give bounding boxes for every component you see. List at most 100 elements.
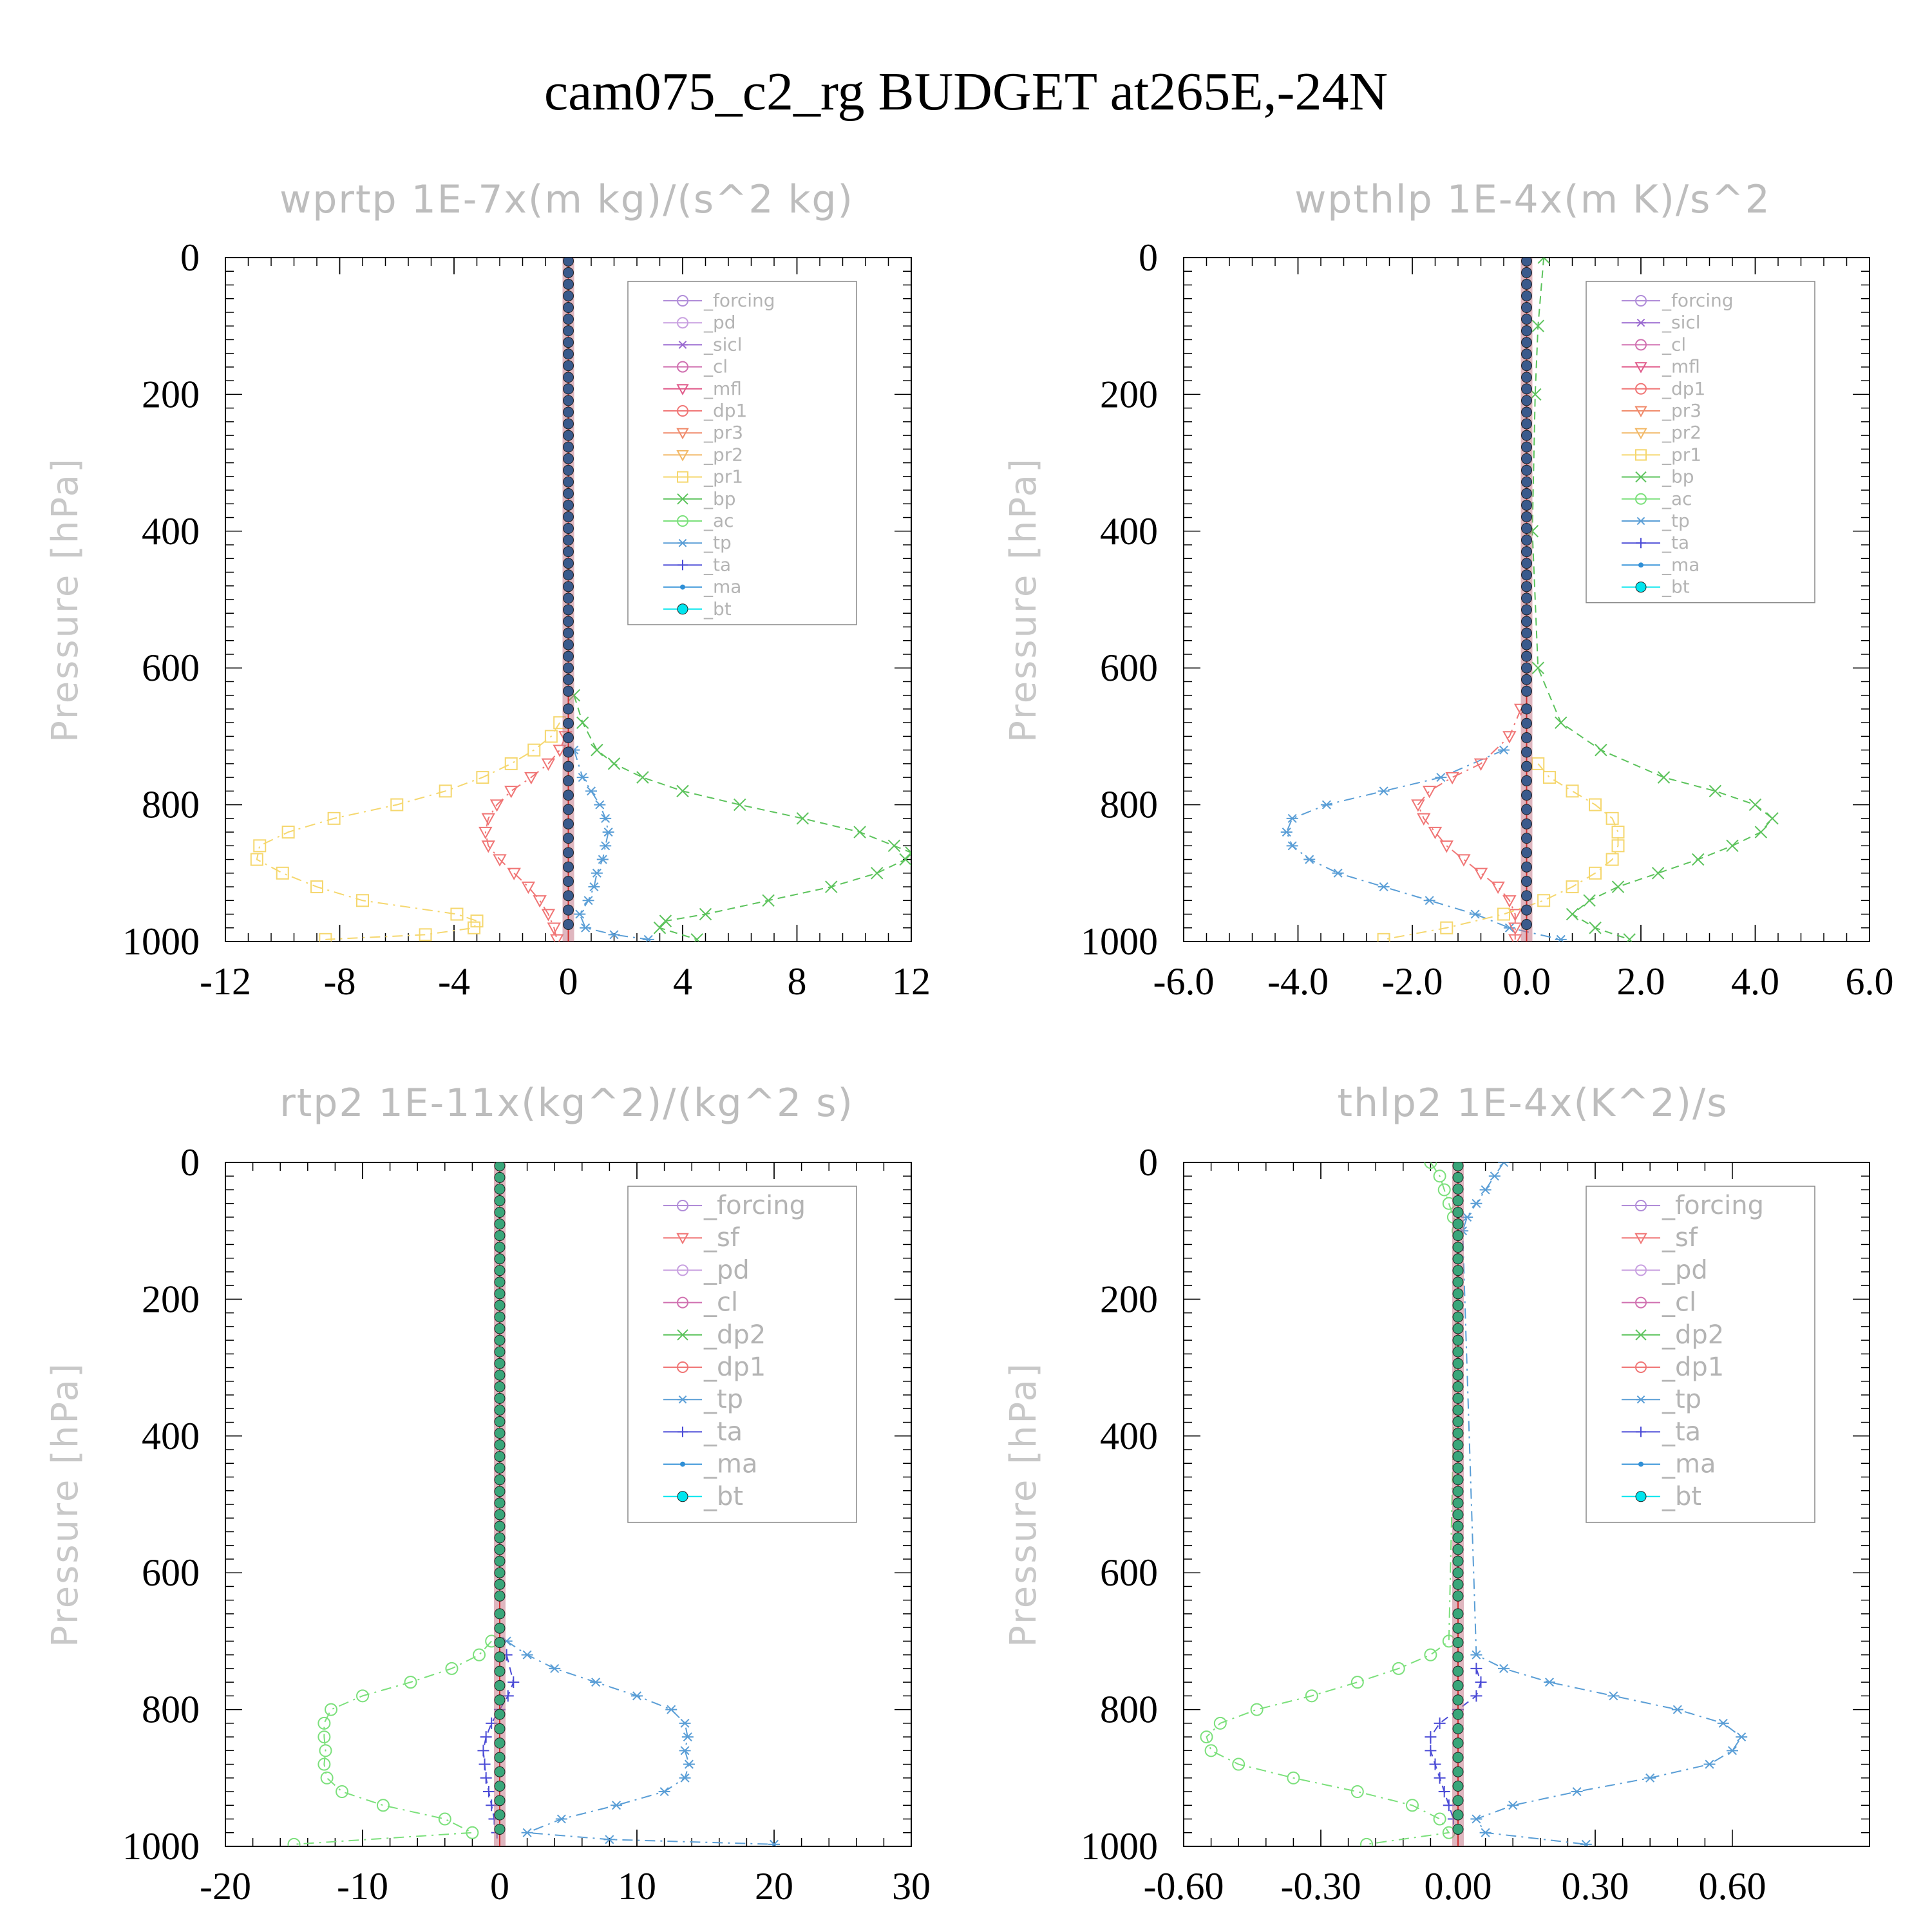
data-point	[1438, 1786, 1450, 1798]
data-point	[319, 1744, 332, 1757]
data-point	[563, 833, 574, 844]
data-point	[563, 325, 574, 337]
data-point	[1521, 833, 1532, 844]
y-tick-label: 1000	[1081, 920, 1158, 963]
data-point	[494, 1346, 506, 1358]
legend-label: _ma	[1662, 554, 1700, 575]
data-point	[1452, 1665, 1464, 1677]
legend-marker	[680, 584, 685, 590]
data-point	[317, 1730, 331, 1744]
y-tick-label: 600	[1100, 1551, 1158, 1594]
legend-entry: _sf	[1622, 1223, 1698, 1253]
series-line	[484, 736, 566, 940]
data-point	[494, 1590, 506, 1602]
data-point	[582, 896, 594, 905]
data-point	[1521, 258, 1532, 267]
data-point	[653, 922, 667, 934]
legend-marker	[677, 405, 688, 417]
data-point	[1470, 1198, 1482, 1208]
data-point	[494, 1428, 506, 1439]
x-tick-label: 0	[490, 1865, 509, 1908]
data-point	[563, 302, 574, 314]
legend-marker	[1634, 1233, 1647, 1245]
data-point	[276, 866, 289, 880]
data-point	[494, 1532, 506, 1544]
y-tick-label: 1000	[122, 920, 200, 963]
data-point	[1452, 1253, 1464, 1265]
legend-label: _pd	[703, 312, 736, 333]
data-point	[494, 1207, 506, 1218]
data-point	[563, 418, 574, 430]
data-point	[494, 1637, 506, 1649]
legend-entry: _dp1	[1622, 1352, 1724, 1382]
legend-entry: _dp1	[663, 1352, 766, 1382]
data-point	[563, 861, 574, 873]
legend-label: _ta	[703, 1417, 743, 1446]
data-point	[563, 430, 574, 441]
data-point	[504, 757, 518, 770]
data-point	[494, 1253, 506, 1265]
data-point	[1521, 441, 1532, 453]
data-point	[1589, 866, 1602, 880]
data-point	[480, 1772, 492, 1784]
legend-entry: _dp1	[663, 400, 747, 421]
data-point	[563, 685, 574, 697]
data-point	[1571, 1787, 1583, 1797]
data-point	[1488, 1171, 1501, 1181]
y-tick-label: 0	[180, 236, 200, 279]
data-point	[1502, 731, 1517, 744]
data-point	[1521, 604, 1532, 616]
legend-marker	[1635, 1296, 1647, 1309]
series-bt	[494, 1162, 506, 1846]
legend-label: _cl	[1662, 1288, 1696, 1318]
data-point	[524, 772, 538, 785]
data-point	[768, 1839, 780, 1846]
legend-marker	[677, 1426, 688, 1437]
data-point	[1580, 1839, 1592, 1846]
data-point	[1452, 1265, 1464, 1276]
legend-label: _mfl	[1662, 356, 1700, 377]
data-point	[1589, 922, 1602, 934]
data-point	[1452, 1183, 1464, 1195]
data-point	[1491, 881, 1505, 895]
legend-entry: _pr2	[1622, 422, 1701, 443]
data-point	[494, 1392, 506, 1404]
y-tick-label: 200	[142, 373, 200, 415]
data-point	[590, 1678, 602, 1687]
legend-label: _dp1	[1662, 378, 1705, 399]
data-point	[1423, 896, 1435, 905]
data-point	[1521, 383, 1532, 395]
data-point	[1452, 1544, 1464, 1555]
data-point	[1350, 1785, 1364, 1799]
data-point	[494, 1311, 506, 1323]
data-point	[1452, 1171, 1464, 1183]
data-point	[1502, 895, 1517, 908]
data-point	[563, 616, 574, 627]
data-point	[494, 1300, 506, 1311]
data-point	[576, 773, 589, 782]
data-point	[1452, 1242, 1464, 1253]
legend: _forcing_pd_sicl_cl_mfl_dp1_pr3_pr2_pr1_…	[627, 281, 857, 625]
data-point	[494, 1752, 506, 1763]
data-point	[1521, 511, 1532, 522]
data-point	[555, 1814, 567, 1824]
data-point	[1717, 1718, 1729, 1728]
data-point	[665, 1705, 677, 1714]
data-point	[1452, 1795, 1464, 1806]
data-point	[494, 1608, 506, 1620]
x-tick-label: -10	[337, 1865, 388, 1908]
series-bp	[1526, 258, 1779, 942]
legend-entry: _forcing	[1622, 290, 1734, 311]
data-point	[1200, 1730, 1213, 1744]
data-point	[1452, 1311, 1464, 1323]
data-point	[1452, 1474, 1464, 1486]
data-point	[563, 717, 574, 729]
legend-marker	[677, 1329, 688, 1341]
data-point	[1428, 826, 1443, 840]
legend-marker	[1634, 362, 1647, 374]
legend-label: _ta	[1662, 1417, 1701, 1446]
legend-label: _bp	[1662, 466, 1694, 488]
legend-label: _tp	[1662, 1385, 1701, 1414]
data-point	[1475, 1676, 1487, 1689]
data-point	[1766, 812, 1779, 825]
